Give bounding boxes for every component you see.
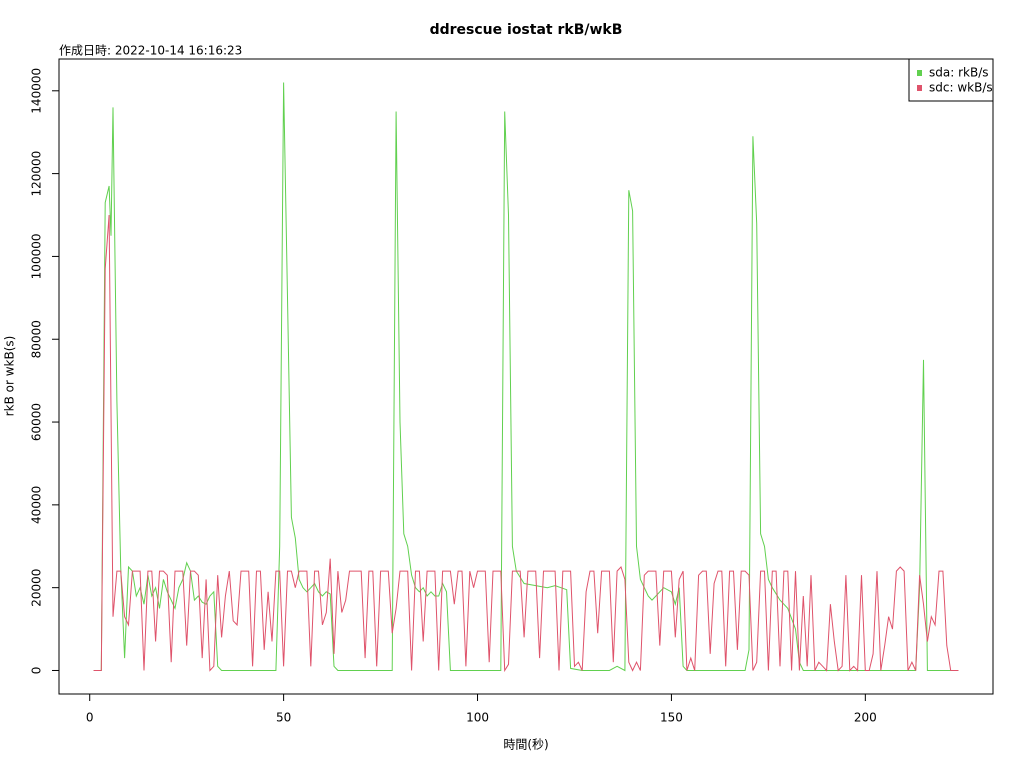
- subtitle: 作成日時: 2022-10-14 16:16:23: [59, 44, 242, 58]
- y-axis-label: rkB or wkB(s): [3, 336, 17, 417]
- legend-swatch: [917, 85, 922, 91]
- x-tick-label: 200: [854, 711, 877, 725]
- y-tick-label: 80000: [30, 320, 44, 358]
- legend-label: sda: rkB/s: [929, 66, 989, 80]
- y-tick-label: 0: [30, 667, 44, 675]
- y-tick-label: 20000: [30, 569, 44, 607]
- x-tick-label: 50: [276, 711, 291, 725]
- series-line: [93, 82, 959, 672]
- y-tick-label: 60000: [30, 403, 44, 441]
- chart-title: ddrescue iostat rkB/wkB: [430, 22, 623, 38]
- y-tick-label: 120000: [30, 151, 44, 197]
- legend-swatch: [917, 70, 922, 76]
- x-tick-label: 150: [660, 711, 683, 725]
- y-tick-label: 140000: [30, 68, 44, 114]
- x-tick-label: 100: [466, 711, 489, 725]
- x-tick-label: 0: [86, 711, 94, 725]
- x-axis-label: 時間(秒): [503, 738, 548, 752]
- legend-box: [908, 58, 994, 102]
- legend-label: sdc: wkB/s: [929, 81, 993, 95]
- plot-frame: [58, 58, 994, 695]
- y-tick-label: 100000: [30, 234, 44, 280]
- y-tick-label: 40000: [30, 486, 44, 524]
- series-line: [93, 214, 959, 673]
